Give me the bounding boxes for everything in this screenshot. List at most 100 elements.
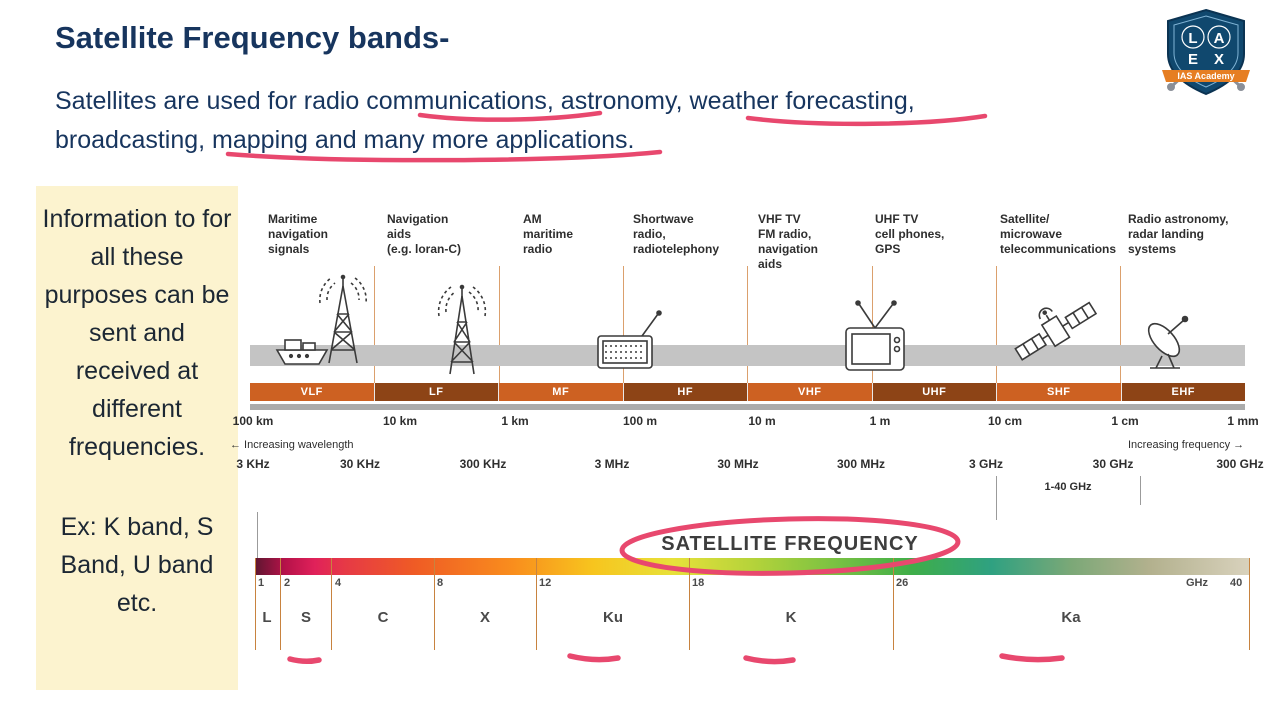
wavelength-label: 10 cm xyxy=(987,414,1023,428)
wavelength-label: 1 km xyxy=(501,414,529,428)
sat-band-ka: Ka xyxy=(1061,609,1081,626)
ghz-max-label: 40 xyxy=(1230,577,1243,589)
ghz-tick-label: 1 xyxy=(258,577,265,589)
ghz-tick xyxy=(689,558,690,650)
app-label-vhf: VHF TV FM radio, navigation aids xyxy=(758,212,819,271)
ghz-tick xyxy=(536,558,537,650)
logo-letter-a: A xyxy=(1214,30,1225,47)
frequency-label: 300 KHz xyxy=(459,457,507,471)
am-radio-icon xyxy=(597,310,662,369)
app-label-maritime: Maritime navigation signals xyxy=(268,212,329,256)
wavelength-label: 10 km xyxy=(382,414,418,428)
satellite-frequency-scale xyxy=(255,558,1250,575)
wavelength-label: 1 cm xyxy=(1111,414,1139,428)
grid-line xyxy=(623,266,624,384)
ghz-tick-label: 2 xyxy=(284,577,291,589)
ghz-tick-label: 26 xyxy=(896,577,909,589)
wavelength-label: 1 m xyxy=(869,414,891,428)
radio-tower-icon xyxy=(437,284,487,375)
academy-logo-graphic: L A E X IAS Academy xyxy=(1162,8,1250,96)
grid-line xyxy=(499,266,500,384)
sat-band-s: S xyxy=(300,609,312,626)
wavelength-label: 100 km xyxy=(232,414,274,428)
ghz-tick-label: 18 xyxy=(692,577,705,589)
band-mf: MF xyxy=(499,383,624,401)
app-label-shortwave: Shortwave radio, radiotelephony xyxy=(633,212,720,256)
logo-ribbon xyxy=(1162,70,1250,82)
zoom-range-label: 1-40 GHz xyxy=(1044,481,1092,493)
wavelength-label: 100 m xyxy=(622,414,658,428)
logo-letter-l: L xyxy=(1188,30,1197,47)
mark-ka-band xyxy=(999,653,1065,663)
band-lf: LF xyxy=(374,383,499,401)
tv-icon xyxy=(845,300,905,371)
grid-line xyxy=(747,266,748,384)
ghz-tick xyxy=(434,558,435,650)
app-label-am-radio: AM maritime radio xyxy=(523,212,574,256)
mark-s-band xyxy=(287,656,322,665)
wavelength-label: 1 mm xyxy=(1227,414,1259,428)
spectrum-backdrop-bar xyxy=(250,345,1245,366)
sat-band-l: L xyxy=(262,609,272,626)
logo-letter-e: E xyxy=(1188,51,1198,68)
mark-ku-band xyxy=(567,653,621,663)
satellite-icon xyxy=(1014,301,1098,361)
zoom-bracket-left xyxy=(996,476,997,520)
radar-dish-icon xyxy=(1147,315,1189,369)
increasing-frequency-label: Increasing frequency → xyxy=(1128,439,1245,451)
grid-line xyxy=(996,266,997,384)
frequency-label: 300 GHz xyxy=(1216,457,1264,471)
band-hf: HF xyxy=(623,383,748,401)
note-paragraph: Information to for all these purposes ca… xyxy=(42,205,232,461)
frequency-label: 300 MHz xyxy=(836,457,886,471)
mark-k-band xyxy=(743,655,796,665)
zoom-connector xyxy=(257,512,258,558)
frequency-label: 3 GHz xyxy=(968,457,1004,471)
sat-band-k: K xyxy=(785,609,797,626)
scale-strip xyxy=(250,404,1245,410)
ghz-tick xyxy=(893,558,894,650)
ghz-unit-label: GHz xyxy=(1186,577,1208,589)
band-vhf: VHF xyxy=(748,383,873,401)
increasing-wavelength-label: ← Increasing wavelength xyxy=(230,439,354,451)
ghz-tick-label: 12 xyxy=(539,577,552,589)
frequency-label: 30 KHz xyxy=(339,457,381,471)
band-uhf: UHF xyxy=(872,383,997,401)
app-label-satellite: Satellite/ microwave telecommunications xyxy=(1000,212,1117,256)
sat-band-x: X xyxy=(479,609,491,626)
frequency-band-bar: VLF LF MF HF VHF UHF SHF EHF xyxy=(250,383,1245,401)
ghz-tick xyxy=(1249,558,1250,650)
page-title: Satellite Frequency bands- xyxy=(55,20,450,55)
frequency-label: 30 GHz xyxy=(1092,457,1134,471)
ghz-tick xyxy=(280,558,281,650)
logo-banner-text: IAS Academy xyxy=(1177,71,1234,81)
ghz-tick xyxy=(255,558,256,650)
ship-and-tower-icon xyxy=(275,274,367,365)
wavelength-label: 10 m xyxy=(748,414,776,428)
frequency-label: 30 MHz xyxy=(717,457,759,471)
intro-text: Satellites are used for radio communicat… xyxy=(55,82,1135,160)
zoom-bracket-right xyxy=(1140,476,1141,505)
app-label-uhf: UHF TV cell phones, GPS xyxy=(875,212,945,256)
ghz-tick xyxy=(331,558,332,650)
frequency-label: 3 KHz xyxy=(236,457,270,471)
app-label-radio-astronomy: Radio astronomy, radar landing systems xyxy=(1128,212,1229,256)
sat-band-c: C xyxy=(377,609,389,626)
ghz-tick-label: 4 xyxy=(335,577,342,589)
note-example: Ex: K band, S Band, U band etc. xyxy=(60,513,214,617)
app-label-navigation: Navigation aids (e.g. loran-C) xyxy=(387,212,461,256)
intro-line-1: Satellites are used for radio communicat… xyxy=(55,87,915,115)
band-ehf: EHF xyxy=(1121,383,1245,401)
logo-letter-x: X xyxy=(1214,51,1224,68)
grid-line xyxy=(374,266,375,384)
band-shf: SHF xyxy=(997,383,1122,401)
band-vlf: VLF xyxy=(250,383,375,401)
sat-band-ku: Ku xyxy=(603,609,623,626)
satellite-frequency-heading: SATELLITE FREQUENCY xyxy=(661,533,919,555)
grid-line xyxy=(1120,266,1121,384)
frequency-label: 3 MHz xyxy=(594,457,630,471)
note-box: Information to for all these purposes ca… xyxy=(36,186,238,690)
academy-logo: L A E X IAS Academy xyxy=(1156,4,1256,100)
ghz-tick-label: 8 xyxy=(437,577,444,589)
intro-line-2: broadcasting, mapping and many more appl… xyxy=(55,126,635,154)
